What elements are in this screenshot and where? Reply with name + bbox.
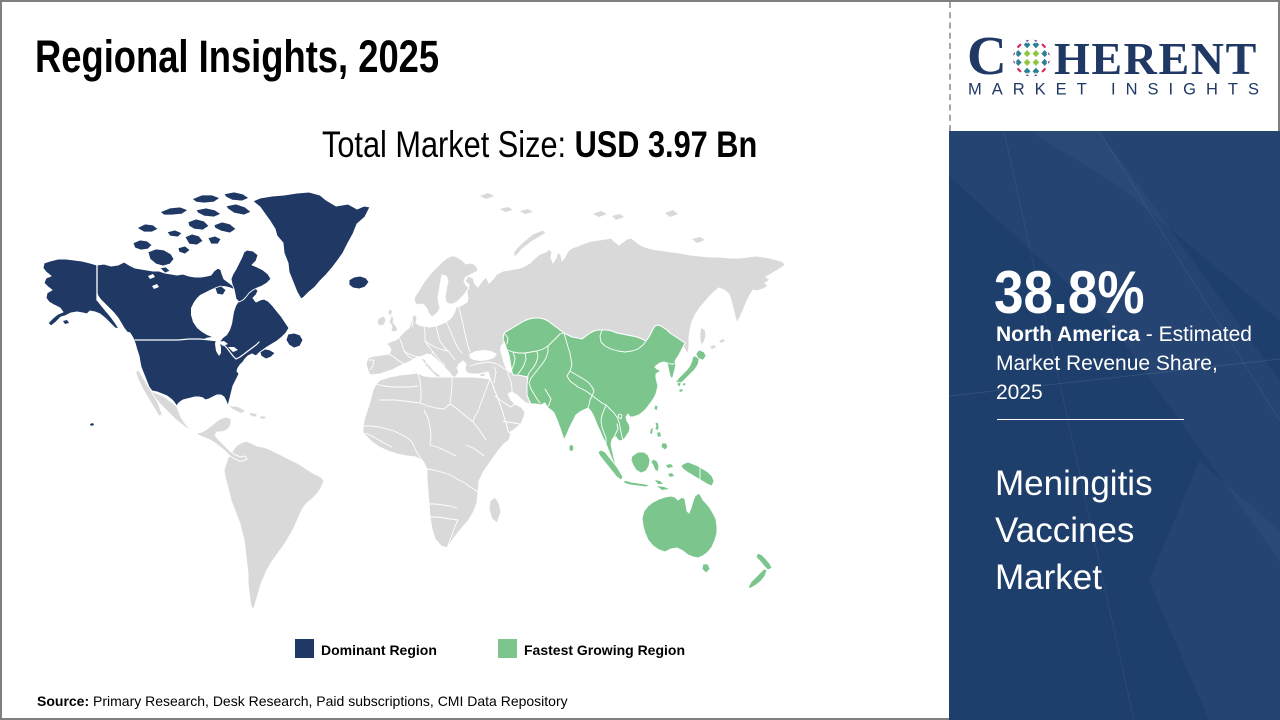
- svg-text:HERENT: HERENT: [1054, 33, 1258, 84]
- svg-text:MARKET INSIGHTS: MARKET INSIGHTS: [968, 81, 1269, 99]
- svg-text:C: C: [967, 25, 1007, 86]
